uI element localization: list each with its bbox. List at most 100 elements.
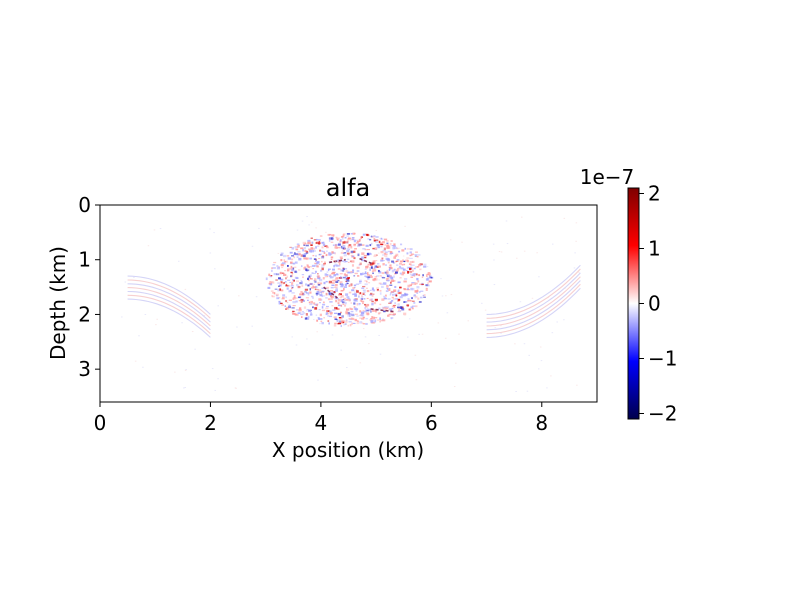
heatmap-cell — [356, 290, 359, 293]
heatmap-cell — [341, 250, 344, 252]
heatmap-cell — [309, 288, 312, 291]
heatmap-cell — [380, 238, 384, 240]
heatmap-cell — [282, 295, 284, 297]
colorbar-tick-label: −1 — [648, 347, 677, 371]
heatmap-cell — [410, 287, 413, 291]
heatmap-cell — [343, 255, 346, 257]
heatmap-cell — [301, 274, 305, 276]
heatmap-cell — [340, 289, 344, 291]
heatmap-cell — [406, 248, 410, 250]
heatmap-cell — [418, 274, 421, 277]
heatmap-cell — [337, 242, 341, 246]
heatmap-cell — [278, 297, 281, 299]
heatmap-cell — [334, 263, 337, 267]
heatmap-cell — [350, 245, 353, 249]
heatmap-cell — [381, 272, 385, 275]
heatmap-cell — [342, 247, 345, 250]
heatmap-cell — [351, 317, 355, 321]
heatmap-cell — [416, 255, 419, 258]
heatmap-cell — [378, 282, 382, 285]
heatmap-cell — [327, 233, 331, 236]
heatmap-cell — [382, 307, 386, 309]
heatmap-cell — [214, 389, 216, 391]
heatmap-cell — [350, 308, 353, 310]
heatmap-cell — [338, 263, 341, 266]
heatmap-cell — [386, 245, 390, 248]
heatmap-cell — [345, 312, 349, 315]
heatmap-cell — [305, 244, 309, 247]
heatmap-cell — [339, 283, 344, 285]
heatmap-cell — [286, 264, 289, 267]
heatmap-cell — [399, 277, 402, 279]
heatmap-cell — [296, 229, 299, 231]
heatmap-cell — [336, 237, 340, 239]
heatmap-cell — [334, 318, 337, 320]
heatmap-cell — [361, 273, 365, 275]
heatmap-cell — [344, 268, 348, 270]
heatmap-cell — [355, 239, 359, 242]
heatmap-cell — [373, 237, 376, 241]
heatmap-cell — [194, 348, 196, 350]
heatmap-cell — [364, 271, 367, 274]
heatmap-cell — [401, 249, 405, 252]
heatmap-cell — [323, 261, 326, 264]
heatmap-cell — [331, 251, 333, 254]
heatmap-cell — [297, 250, 301, 253]
heatmap-cell — [370, 298, 374, 301]
heatmap-cell — [281, 267, 284, 269]
heatmap-cell — [288, 290, 291, 293]
heatmap-cell — [461, 241, 463, 243]
heatmap-cell — [302, 249, 305, 252]
heatmap-cell — [394, 255, 397, 257]
heatmap-cell — [310, 300, 313, 304]
heatmap-cell — [306, 264, 309, 267]
heatmap-cell — [344, 284, 347, 286]
heatmap-cell — [312, 268, 314, 270]
heatmap-cell — [317, 275, 320, 278]
heatmap-cell — [292, 297, 295, 300]
heatmap-cell — [348, 320, 352, 323]
heatmap-cell — [404, 225, 406, 227]
heatmap-cell — [397, 300, 400, 302]
heatmap-cell — [381, 298, 385, 301]
heatmap-cell — [371, 287, 374, 291]
heatmap-cell — [350, 250, 354, 254]
heatmap-cell — [295, 248, 299, 251]
heatmap-cell — [330, 256, 334, 259]
heatmap-cell — [339, 240, 342, 243]
heatmap-cell — [285, 308, 287, 310]
heatmap-cell — [453, 386, 456, 388]
heatmap-cell — [371, 316, 374, 318]
heatmap-cell — [343, 324, 346, 326]
heatmap-cell — [342, 244, 346, 248]
heatmap-cell — [361, 296, 364, 298]
heatmap-cell — [401, 263, 404, 266]
heatmap-cell — [426, 266, 429, 268]
heatmap-cell — [338, 293, 341, 296]
heatmap-cell — [290, 275, 292, 278]
heatmap-cell — [251, 245, 254, 247]
heatmap-cell — [308, 276, 311, 279]
heatmap-cell — [376, 289, 379, 291]
x-tick-label: 0 — [94, 411, 107, 435]
heatmap-cell — [374, 269, 377, 271]
heatmap-cell — [385, 294, 387, 297]
heatmap-cell — [410, 306, 414, 309]
heatmap-cell — [305, 292, 309, 295]
heatmap-cell — [373, 279, 376, 282]
heatmap-cell — [292, 305, 296, 307]
heatmap-cell — [354, 248, 357, 250]
heatmap-cell — [342, 241, 346, 244]
heatmap-cell — [303, 306, 307, 309]
heatmap-cell — [367, 263, 371, 266]
heatmap-cell — [302, 276, 304, 279]
heatmap-cell — [328, 268, 331, 270]
heatmap-cell — [376, 265, 379, 268]
heatmap-cell — [329, 301, 333, 303]
heatmap-cell — [354, 318, 357, 322]
heatmap-cell — [337, 265, 341, 267]
heatmap-cell — [359, 292, 362, 295]
heatmap-cell — [330, 290, 334, 292]
heatmap-cell — [376, 275, 379, 277]
heatmap-cell — [528, 354, 530, 356]
